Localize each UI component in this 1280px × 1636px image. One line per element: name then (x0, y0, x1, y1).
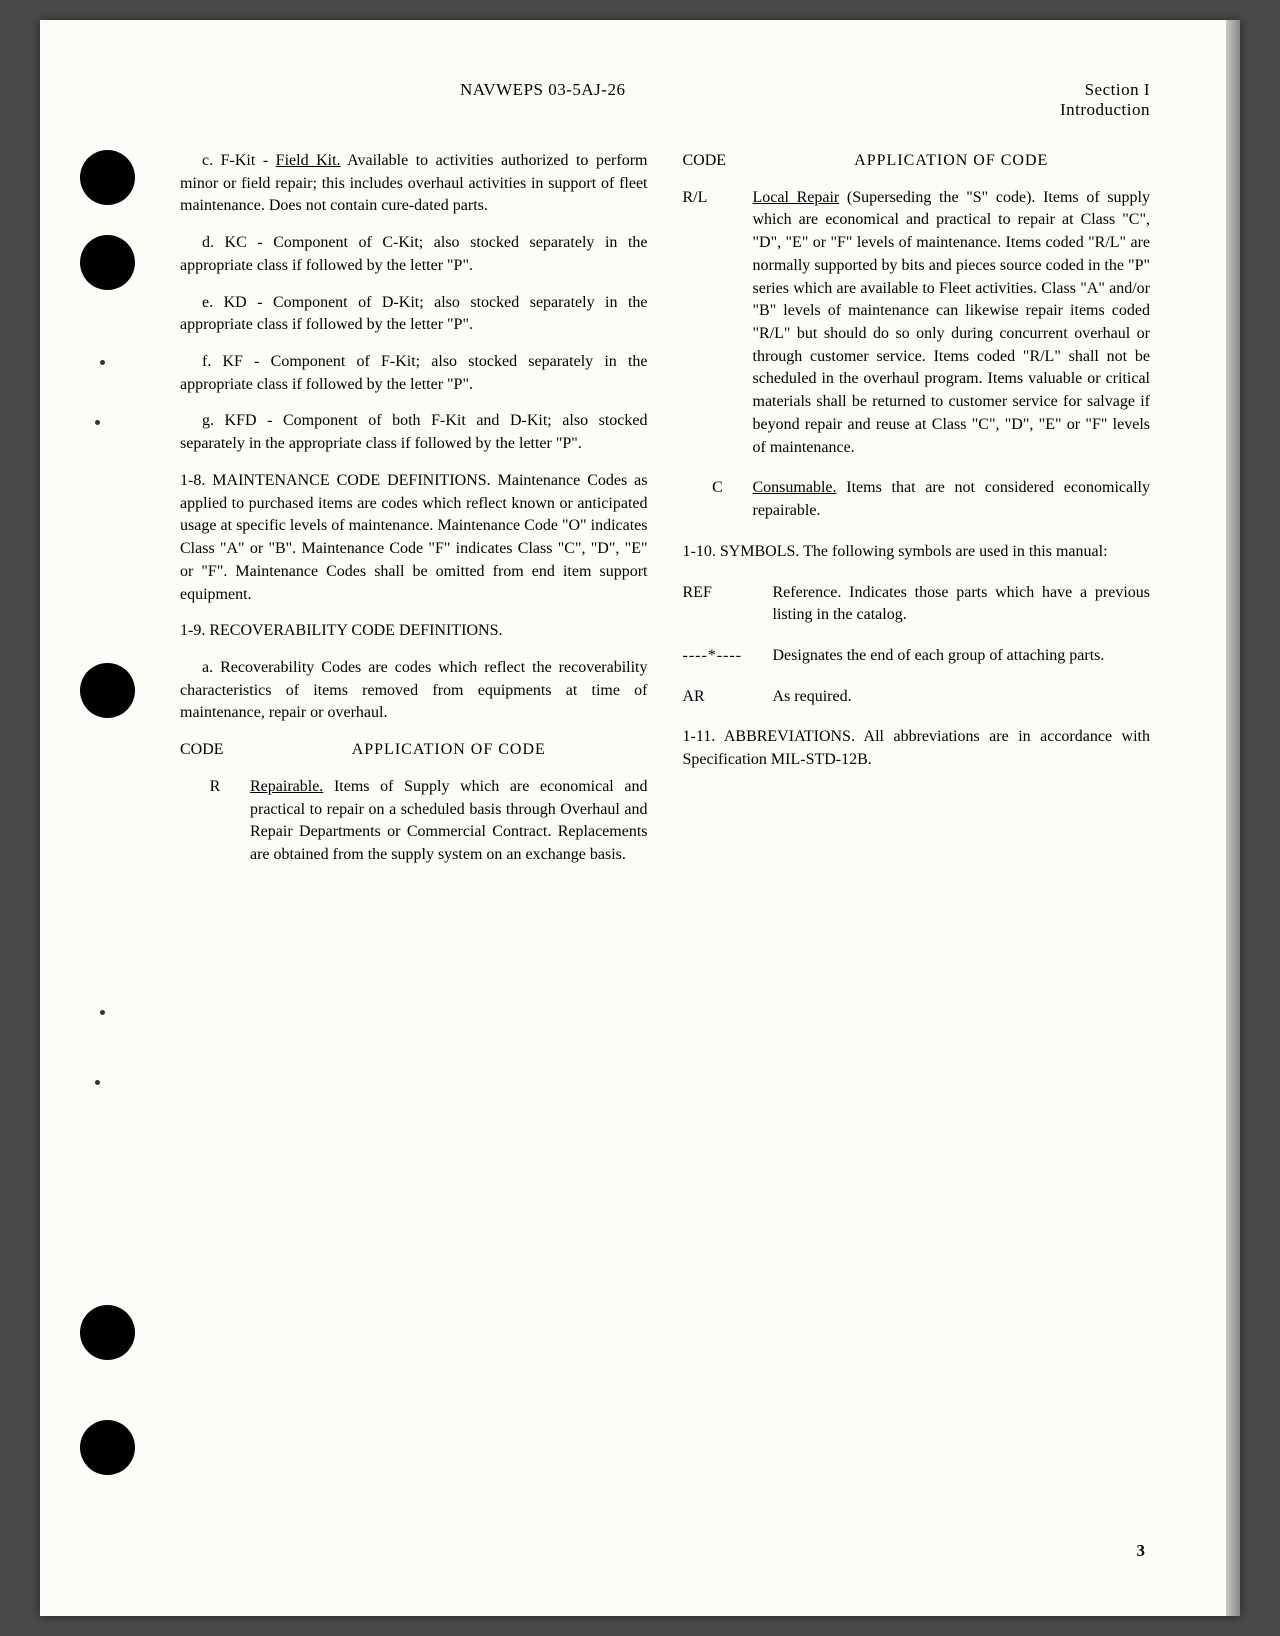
stray-mark (100, 360, 105, 365)
symbol-code: ----*---- (683, 645, 773, 668)
code-row-rl: R/L Local Repair (Superseding the "S" co… (683, 187, 1151, 460)
paragraph-1-10: 1-10. SYMBOLS. The following symbols are… (683, 541, 1151, 564)
content-columns: c. F-Kit - Field Kit. Available to activ… (180, 150, 1150, 881)
code-header-left: CODE (180, 739, 250, 762)
underlined-term: Field Kit. (276, 152, 341, 169)
page-edge (1226, 20, 1240, 1616)
stray-mark (95, 420, 100, 425)
binder-hole (80, 235, 135, 290)
section-label: Section I Introduction (1060, 80, 1150, 120)
code-rest: (Superseding the "S" code). Items of sup… (753, 189, 1151, 456)
code-label: R (180, 776, 250, 867)
underlined-term: Repairable. (250, 778, 323, 795)
code-label: R/L (683, 187, 753, 460)
paragraph-e: e. KD - Component of D-Kit; also stocked… (180, 292, 648, 337)
symbol-code: REF (683, 582, 773, 627)
binder-hole (80, 1305, 135, 1360)
document-page: NAVWEPS 03-5AJ-26 Section I Introduction… (40, 20, 1240, 1616)
code-header-right: APPLICATION OF CODE (250, 739, 648, 762)
code-header-left: CODE (683, 150, 753, 173)
symbol-description: Designates the end of each group of atta… (773, 645, 1151, 668)
symbol-row-star: ----*---- Designates the end of each gro… (683, 645, 1151, 668)
right-column: CODE APPLICATION OF CODE R/L Local Repai… (683, 150, 1151, 881)
symbol-row-ar: AR As required. (683, 686, 1151, 709)
underlined-term: Local Repair (753, 189, 840, 206)
symbol-code: AR (683, 686, 773, 709)
paragraph-d: d. KC - Component of C-Kit; also stocked… (180, 232, 648, 277)
symbol-description: As required. (773, 686, 1151, 709)
left-column: c. F-Kit - Field Kit. Available to activ… (180, 150, 648, 881)
paragraph-1-9-a: a. Recoverability Codes are codes which … (180, 657, 648, 725)
doc-number: NAVWEPS 03-5AJ-26 (460, 80, 625, 120)
code-label: C (683, 477, 753, 522)
page-number: 3 (1137, 1541, 1146, 1561)
para-prefix: c. F-Kit - (202, 152, 276, 169)
code-row-r: R Repairable. Items of Supply which are … (180, 776, 648, 867)
code-description: Consumable. Items that are not considere… (753, 477, 1151, 522)
code-header-right: APPLICATION OF CODE (753, 150, 1151, 173)
page-header: NAVWEPS 03-5AJ-26 Section I Introduction (180, 80, 1150, 120)
subsection-text: Introduction (1060, 100, 1150, 120)
paragraph-f: f. KF - Component of F-Kit; also stocked… (180, 351, 648, 396)
code-description: Local Repair (Superseding the "S" code).… (753, 187, 1151, 460)
binder-hole (80, 150, 135, 205)
binder-hole (80, 663, 135, 718)
paragraph-g: g. KFD - Component of both F-Kit and D-K… (180, 410, 648, 455)
paragraph-1-11: 1-11. ABBREVIATIONS. All abbreviations a… (683, 726, 1151, 771)
binder-hole (80, 1420, 135, 1475)
code-header: CODE APPLICATION OF CODE (180, 739, 648, 762)
underlined-term: Consumable. (753, 479, 837, 496)
section-text: Section I (1060, 80, 1150, 100)
paragraph-1-9-title: 1-9. RECOVERABILITY CODE DEFINITIONS. (180, 620, 648, 643)
stray-mark (95, 1080, 100, 1085)
code-header: CODE APPLICATION OF CODE (683, 150, 1151, 173)
code-description: Repairable. Items of Supply which are ec… (250, 776, 648, 867)
symbol-row-ref: REF Reference. Indicates those parts whi… (683, 582, 1151, 627)
stray-mark (100, 1010, 105, 1015)
symbol-description: Reference. Indicates those parts which h… (773, 582, 1151, 627)
code-row-c: C Consumable. Items that are not conside… (683, 477, 1151, 522)
paragraph-c: c. F-Kit - Field Kit. Available to activ… (180, 150, 648, 218)
paragraph-1-8: 1-8. MAINTENANCE CODE DEFINITIONS. Maint… (180, 470, 648, 606)
